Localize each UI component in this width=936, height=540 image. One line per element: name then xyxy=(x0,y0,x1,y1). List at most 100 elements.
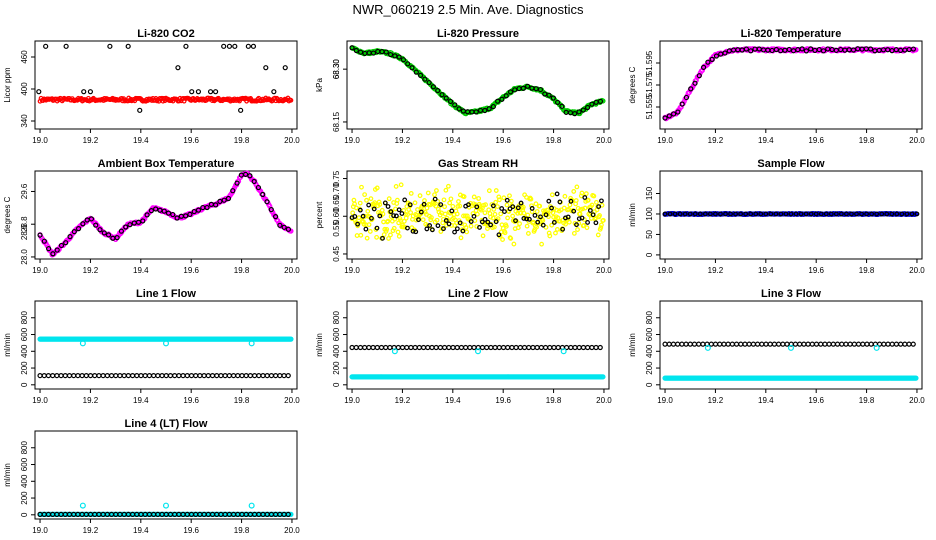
line1-point-sample xyxy=(45,372,52,379)
rh-point xyxy=(385,218,391,224)
plot-frame xyxy=(34,40,298,130)
sample-point-sample xyxy=(723,211,728,217)
line1-point-sample xyxy=(117,372,123,379)
line1-point-sample xyxy=(180,372,186,379)
y-tick-label: 800 xyxy=(20,311,29,325)
line3-point-sample xyxy=(746,341,752,347)
chart-points-pressure xyxy=(349,45,606,117)
y-tick-label: 400 xyxy=(20,474,29,488)
rh-point-sample xyxy=(418,209,424,215)
line2-point-sample xyxy=(555,344,561,351)
line3-point-sample xyxy=(738,341,744,347)
rh-point-sample xyxy=(557,199,563,205)
rh-point xyxy=(381,219,386,225)
rh-point xyxy=(425,190,431,196)
sample-point-sample xyxy=(697,211,703,217)
sample-point-sample xyxy=(854,211,859,217)
line3-dip-point xyxy=(873,344,880,351)
rh-point xyxy=(412,200,418,206)
rh-point xyxy=(566,219,572,225)
sample-point-sample xyxy=(692,211,698,217)
line1-point-sample xyxy=(230,372,237,379)
line2-point-sample xyxy=(526,344,532,351)
x-tick-label: 19.4 xyxy=(758,136,774,145)
rh-point xyxy=(432,192,437,198)
line3-point-sample xyxy=(666,341,672,347)
rh-point xyxy=(366,222,372,228)
y-axis-label: kPa xyxy=(315,78,324,92)
chart-title: Li-820 CO2 xyxy=(137,28,194,40)
rh-point xyxy=(486,188,492,194)
y-tick-label: 800 xyxy=(332,311,341,325)
box-point-sample xyxy=(101,230,107,236)
rh-point xyxy=(598,225,604,231)
box-point-sample xyxy=(213,202,219,208)
rh-point xyxy=(503,223,509,229)
rh-point xyxy=(445,183,451,189)
line1-point-sample xyxy=(108,372,115,379)
rh-point-sample xyxy=(471,213,477,219)
pressure-point-sample xyxy=(559,103,565,109)
line2-point-sample xyxy=(538,344,544,351)
line2-dip-point xyxy=(475,348,482,355)
temp-point-sample xyxy=(713,53,720,59)
rh-point xyxy=(458,235,464,241)
rh-point-sample xyxy=(369,215,374,221)
rh-point xyxy=(533,201,539,207)
box-point-sample xyxy=(230,188,236,194)
rh-point xyxy=(554,227,560,232)
line1-point-sample xyxy=(285,372,291,379)
line3-point-sample xyxy=(700,341,706,347)
line2-point-sample xyxy=(387,344,393,351)
rh-point xyxy=(563,221,568,227)
rh-point xyxy=(434,217,440,223)
x-tick-label: 19.0 xyxy=(32,526,48,535)
chart-title: Gas Stream RH xyxy=(438,158,518,170)
sample-point-sample xyxy=(718,211,723,217)
box-point-sample xyxy=(225,195,232,202)
line1-point-sample xyxy=(222,372,228,379)
line2-point-sample xyxy=(530,344,536,351)
rh-point-sample xyxy=(538,214,543,220)
chart-line2: Line 2 Flow ml/min 19.0 19.2 19.4 19.6 19.8 20.… xyxy=(315,288,612,405)
y-tick-label: 51.575 xyxy=(645,72,654,97)
rh-point-sample xyxy=(410,228,416,234)
co2-point-other xyxy=(238,107,244,113)
rh-point xyxy=(422,198,427,203)
y-tick-label: 400 xyxy=(20,82,29,96)
x-tick-label: 20.0 xyxy=(596,396,612,405)
rh-point xyxy=(471,194,477,200)
rh-point xyxy=(464,229,470,235)
line2-point-sample xyxy=(357,344,364,351)
sample-point-sample xyxy=(753,211,759,217)
rh-point xyxy=(367,229,373,234)
line1-point-sample xyxy=(142,372,148,379)
line2-point xyxy=(600,374,606,380)
temp-point-sample xyxy=(675,109,681,115)
line1-point-sample xyxy=(125,372,131,379)
x-tick-label: 19.2 xyxy=(395,266,411,275)
line2-point-sample xyxy=(446,344,452,351)
x-tick-label: 19.0 xyxy=(344,266,360,275)
chart-title: Line 4 (LT) Flow xyxy=(125,418,208,430)
line1-point xyxy=(288,336,294,342)
line2-point-sample xyxy=(433,344,439,351)
x-tick-label: 19.2 xyxy=(83,396,99,405)
pressure-point-sample xyxy=(546,92,552,98)
rh-point xyxy=(400,224,406,230)
pressure-point-sample xyxy=(512,87,518,93)
rh-point-sample xyxy=(524,216,530,222)
rh-point xyxy=(408,210,414,216)
rh-point xyxy=(368,196,374,202)
line3-point-sample xyxy=(742,341,748,347)
rh-point xyxy=(447,200,453,206)
box-point-sample xyxy=(174,215,180,221)
y-tick-label: 200 xyxy=(20,361,29,375)
pressure-point-sample xyxy=(409,65,415,71)
line3-point-sample xyxy=(725,341,731,347)
pressure-point-sample xyxy=(482,107,488,114)
x-tick-label: 19.4 xyxy=(133,396,149,405)
box-point-sample xyxy=(58,242,65,249)
x-tick-label: 20.0 xyxy=(284,396,300,405)
rh-point-sample xyxy=(438,202,444,208)
